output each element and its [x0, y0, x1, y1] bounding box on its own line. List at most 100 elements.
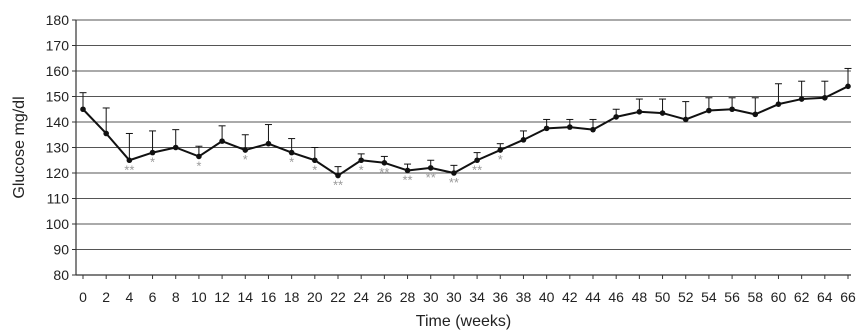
- y-tick-label: 140: [46, 114, 70, 130]
- x-tick-label: 60: [771, 289, 787, 305]
- x-tick-label: 50: [655, 289, 671, 305]
- data-points: [80, 83, 851, 179]
- significance-marker: *: [312, 162, 317, 177]
- significance-marker: *: [243, 152, 248, 167]
- x-tick-label: 66: [840, 289, 856, 305]
- significance-markers: *** * * ***** **** ** *****: [124, 152, 503, 193]
- x-tick-label: 26: [377, 289, 393, 305]
- y-tick-labels: 80 90 100 110 120 130 140 150 160 170 180: [46, 12, 76, 283]
- error-bar: [149, 130, 157, 153]
- x-tick-label: 58: [747, 289, 763, 305]
- x-tick-label: 54: [701, 289, 717, 305]
- data-point: [358, 157, 364, 164]
- y-tick-label: 180: [46, 12, 70, 28]
- x-tick-label: 10: [191, 289, 207, 305]
- data-point: [451, 170, 457, 176]
- x-tick-label: 24: [353, 289, 369, 305]
- data-point: [427, 165, 434, 171]
- data-point: [729, 106, 735, 113]
- data-point: [149, 149, 156, 156]
- significance-marker: **: [124, 162, 134, 177]
- y-tick-label: 100: [46, 216, 70, 232]
- error-bar: [172, 129, 180, 148]
- x-tick-label: 6: [149, 289, 157, 305]
- data-point: [381, 160, 388, 166]
- data-point: [798, 96, 805, 102]
- error-bar: [264, 124, 272, 144]
- y-tick-label: 110: [47, 191, 70, 207]
- x-axis-title: Time (weeks): [416, 313, 511, 330]
- x-tick-label: 40: [539, 289, 555, 305]
- x-tick-label: 12: [214, 289, 230, 305]
- x-tick-label: 4: [125, 289, 133, 305]
- significance-marker: **: [402, 172, 412, 187]
- data-point: [126, 157, 133, 164]
- error-bar: [682, 101, 690, 120]
- y-tick-label: 130: [46, 140, 70, 156]
- significance-marker: *: [359, 162, 364, 177]
- data-point: [636, 109, 643, 115]
- x-tick-label: 34: [469, 289, 485, 305]
- significance-marker: *: [498, 152, 503, 167]
- grid-lines: [76, 19, 851, 250]
- y-tick-label: 80: [53, 267, 69, 283]
- x-tick-label: 8: [172, 289, 180, 305]
- data-point: [613, 114, 619, 120]
- data-point: [474, 157, 480, 164]
- significance-marker: *: [150, 155, 155, 170]
- significance-marker: **: [333, 178, 343, 193]
- x-tick-label: 22: [330, 289, 346, 305]
- x-tick-label: 44: [585, 289, 601, 305]
- data-point: [103, 130, 109, 137]
- x-tick-label: 48: [632, 289, 648, 305]
- x-tick-label: 0: [79, 289, 87, 305]
- error-bar: [125, 132, 133, 161]
- x-tick-label: 52: [678, 289, 694, 305]
- error-bar: [798, 80, 806, 100]
- error-bar: [844, 67, 852, 87]
- error-bar: [102, 107, 110, 134]
- x-tick-label: 30: [423, 289, 439, 305]
- significance-marker: *: [196, 158, 201, 173]
- x-tick-label: 42: [562, 289, 578, 305]
- x-tick-label: 16: [261, 289, 277, 305]
- data-point: [567, 124, 573, 130]
- y-tick-label: 90: [53, 242, 69, 258]
- data-point: [706, 107, 712, 114]
- data-point: [497, 147, 504, 153]
- data-point: [172, 144, 179, 151]
- data-point: [752, 111, 759, 118]
- data-point: [80, 106, 86, 113]
- data-point: [775, 101, 782, 107]
- y-tick-label: 160: [46, 63, 70, 79]
- data-point: [590, 126, 596, 133]
- x-tick-label: 18: [284, 289, 300, 305]
- x-tick-label: 46: [608, 289, 624, 305]
- significance-marker: **: [379, 165, 389, 180]
- y-tick-label: 120: [46, 165, 70, 181]
- data-point: [288, 149, 295, 156]
- x-tick-label: 30: [446, 289, 462, 305]
- significance-marker: **: [426, 170, 436, 185]
- data-point: [682, 116, 689, 123]
- x-tick-label: 28: [400, 289, 416, 305]
- x-tick-label: 14: [237, 289, 253, 305]
- data-point: [543, 125, 550, 132]
- error-bar: [774, 83, 782, 105]
- y-tick-label: 150: [46, 89, 70, 105]
- data-point: [845, 83, 851, 90]
- x-tick-label: 38: [516, 289, 532, 305]
- data-point: [335, 172, 341, 179]
- data-point: [196, 153, 202, 160]
- data-point: [219, 138, 225, 144]
- significance-marker: **: [449, 175, 459, 190]
- data-point: [822, 94, 828, 101]
- glucose-series-line: [82, 85, 849, 177]
- x-tick-labels: 0 2 4 6 8 10 12 14 16 18 20 22 24 26 28 30 30 34 36 38 40 42 4…: [79, 275, 856, 305]
- data-point: [265, 140, 272, 147]
- significance-marker: *: [289, 155, 294, 170]
- x-tick-label: 62: [794, 289, 810, 305]
- x-tick-label: 56: [724, 289, 740, 305]
- data-point: [659, 110, 666, 116]
- x-tick-label: 64: [817, 289, 833, 305]
